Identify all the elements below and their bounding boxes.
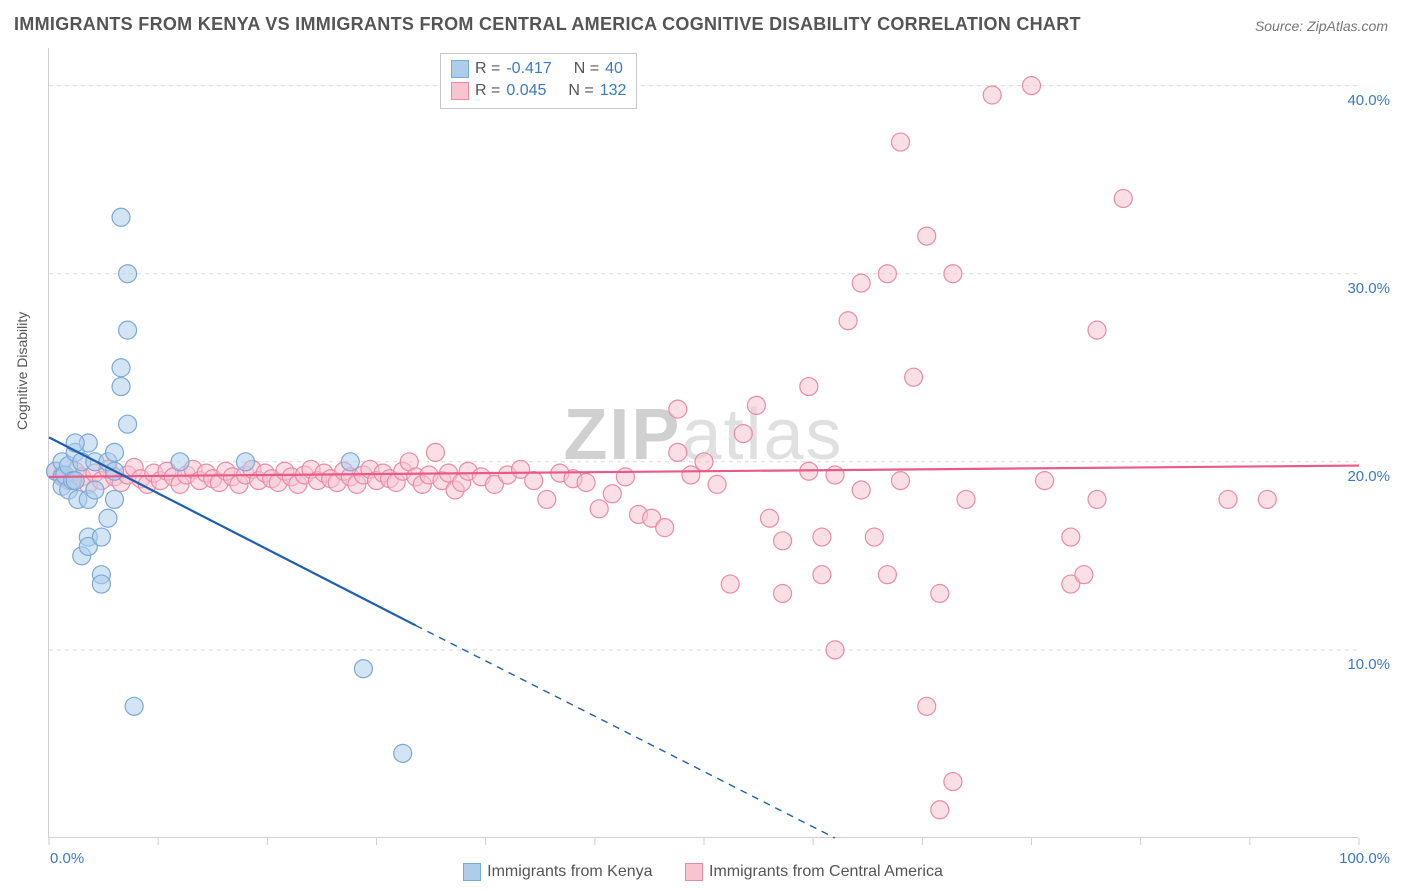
bottom-legend: Immigrants from Kenya Immigrants from Ce… — [0, 863, 1406, 886]
legend-r-value-b: 0.045 — [506, 80, 546, 102]
swatch-series-b — [451, 82, 469, 100]
legend-row-b: R = 0.045 N = 132 — [451, 80, 626, 102]
legend-r-label-b: R = — [475, 80, 500, 102]
y-tick-label: 30.0% — [1347, 280, 1390, 297]
swatch-series-a — [451, 60, 469, 78]
bottom-legend-item-a: Immigrants from Kenya — [463, 863, 652, 881]
legend-n-label-b: N = — [568, 80, 593, 102]
legend-n-value-a: 40 — [605, 58, 623, 80]
series-b-name: Immigrants from Central America — [709, 863, 943, 881]
swatch-b-icon — [685, 863, 703, 881]
y-tick-label: 20.0% — [1347, 468, 1390, 485]
source-label: Source: ZipAtlas.com — [1255, 18, 1388, 34]
plot-area: ZIPatlas — [48, 48, 1358, 838]
series-a-name: Immigrants from Kenya — [487, 863, 652, 881]
legend-n-label-a: N = — [574, 58, 599, 80]
bottom-legend-item-b: Immigrants from Central America — [685, 863, 943, 881]
x-max-label: 100.0% — [1339, 850, 1390, 867]
legend-r-value-a: -0.417 — [506, 58, 551, 80]
legend-n-value-b: 132 — [600, 80, 627, 102]
plot-svg — [49, 48, 1358, 837]
y-axis-title: Cognitive Disability — [14, 312, 30, 430]
legend-r-label-a: R = — [475, 58, 500, 80]
swatch-a-icon — [463, 863, 481, 881]
chart-title: IMMIGRANTS FROM KENYA VS IMMIGRANTS FROM… — [14, 14, 1081, 35]
y-tick-label: 40.0% — [1347, 92, 1390, 109]
correlation-legend: R = -0.417 N = 40 R = 0.045 N = 132 — [440, 53, 637, 109]
x-min-label: 0.0% — [50, 850, 84, 867]
y-tick-label: 10.0% — [1347, 656, 1390, 673]
legend-row-a: R = -0.417 N = 40 — [451, 58, 626, 80]
